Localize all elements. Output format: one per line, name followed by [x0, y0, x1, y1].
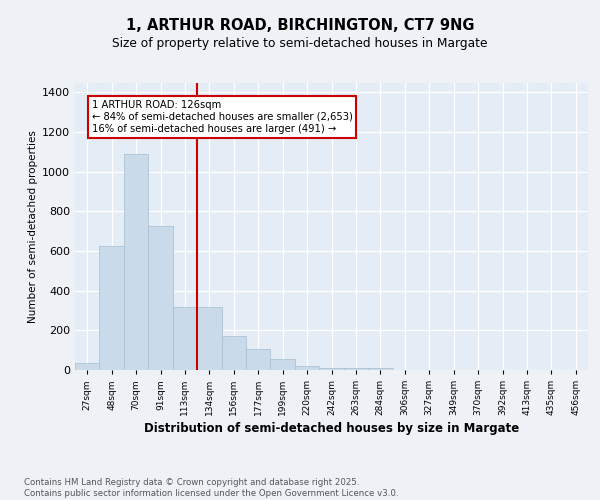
- Bar: [368, 368, 392, 370]
- Bar: [173, 306, 197, 370]
- Text: Size of property relative to semi-detached houses in Margate: Size of property relative to semi-detach…: [112, 36, 488, 50]
- Bar: [246, 349, 271, 370]
- Bar: [271, 359, 295, 370]
- Bar: [319, 368, 344, 370]
- Bar: [75, 363, 100, 370]
- Bar: [148, 226, 173, 370]
- Bar: [124, 154, 148, 370]
- Text: 1, ARTHUR ROAD, BIRCHINGTON, CT7 9NG: 1, ARTHUR ROAD, BIRCHINGTON, CT7 9NG: [126, 18, 474, 32]
- Bar: [100, 246, 124, 370]
- Text: Contains HM Land Registry data © Crown copyright and database right 2025.
Contai: Contains HM Land Registry data © Crown c…: [24, 478, 398, 498]
- Bar: [295, 366, 319, 370]
- Bar: [197, 306, 221, 370]
- Text: 1 ARTHUR ROAD: 126sqm
← 84% of semi-detached houses are smaller (2,653)
16% of s: 1 ARTHUR ROAD: 126sqm ← 84% of semi-deta…: [92, 100, 352, 134]
- X-axis label: Distribution of semi-detached houses by size in Margate: Distribution of semi-detached houses by …: [144, 422, 519, 436]
- Bar: [221, 336, 246, 370]
- Y-axis label: Number of semi-detached properties: Number of semi-detached properties: [28, 130, 38, 322]
- Bar: [344, 368, 368, 370]
